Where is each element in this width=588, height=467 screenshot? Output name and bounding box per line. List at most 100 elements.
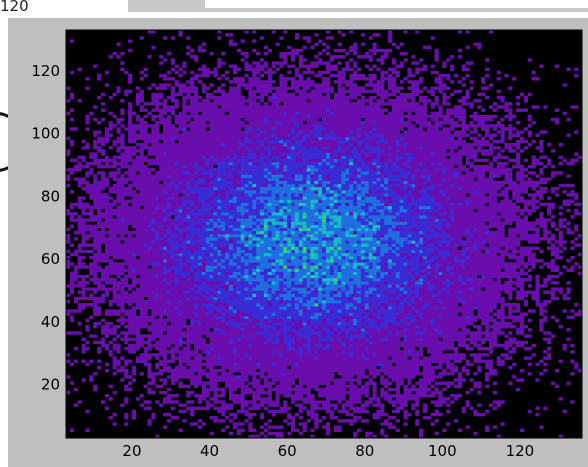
- histogram-cell: [512, 346, 517, 351]
- histogram-cell: [275, 262, 280, 266]
- histogram-cell: [263, 334, 269, 338]
- histogram-cell: [325, 400, 331, 404]
- histogram-cell: [170, 321, 175, 326]
- histogram-cell: [287, 309, 292, 313]
- histogram-cell: [434, 325, 439, 329]
- histogram-cell: [112, 309, 117, 313]
- histogram-cell: [291, 381, 296, 385]
- histogram-cell: [391, 284, 397, 288]
- histogram-cell: [508, 277, 513, 282]
- histogram-cell: [353, 384, 358, 389]
- histogram-cell: [318, 277, 323, 282]
- histogram-cell: [364, 259, 369, 263]
- histogram-cell: [170, 293, 175, 298]
- figure-window[interactable]: 20 40 60 80 100 120 20 40 60 80 100 120: [8, 18, 588, 467]
- histogram-cell: [197, 274, 203, 279]
- histogram-cell: [419, 428, 424, 433]
- histogram-cell: [457, 252, 463, 257]
- histogram-cell: [263, 325, 269, 329]
- histogram-cell: [360, 262, 366, 266]
- histogram-cell: [139, 394, 144, 398]
- histogram-cell: [151, 321, 156, 326]
- histogram-cell: [512, 350, 517, 354]
- histogram-cell: [453, 394, 459, 398]
- histogram-cell: [372, 331, 377, 335]
- histogram-cell: [322, 296, 327, 301]
- histogram-cell: [240, 274, 245, 279]
- histogram-cell: [240, 422, 245, 426]
- histogram-cell: [578, 368, 583, 373]
- histogram-cell: [232, 296, 238, 301]
- histogram-cell: [291, 378, 296, 382]
- histogram-cell: [426, 325, 431, 329]
- histogram-cell: [488, 343, 494, 348]
- histogram-cell: [438, 346, 443, 351]
- histogram-cell: [450, 372, 455, 376]
- histogram-cell: [512, 309, 517, 313]
- histogram-cell: [182, 252, 187, 257]
- histogram-cell: [283, 331, 288, 335]
- histogram-cell: [457, 271, 463, 276]
- histogram-cell: [294, 281, 300, 285]
- histogram-cell: [100, 328, 106, 332]
- histogram-cell: [450, 281, 455, 285]
- histogram-cell: [419, 277, 424, 282]
- histogram-cell: [240, 384, 245, 389]
- histogram-cell: [209, 271, 214, 276]
- histogram-cell: [256, 346, 261, 351]
- histogram-cell: [500, 262, 505, 266]
- histogram-cell: [217, 271, 222, 276]
- histogram-cell: [263, 343, 269, 348]
- histogram-cell: [186, 299, 191, 304]
- histogram-cell: [426, 315, 431, 320]
- histogram-cell: [329, 334, 334, 338]
- histogram-cell: [205, 284, 210, 288]
- histogram-cell: [155, 265, 160, 269]
- histogram-cell: [244, 419, 249, 423]
- histogram-cell: [395, 390, 400, 395]
- histogram-cell: [240, 318, 245, 323]
- histogram-cell: [287, 271, 292, 276]
- histogram-cell: [190, 296, 195, 301]
- histogram-cell: [519, 255, 525, 260]
- histogram-cell: [162, 321, 168, 326]
- histogram-cell: [267, 259, 272, 263]
- histogram-cell: [131, 290, 137, 294]
- histogram-cell: [442, 337, 447, 342]
- histogram-cell: [159, 343, 164, 348]
- histogram-cell: [318, 271, 323, 276]
- histogram-cell: [442, 331, 447, 335]
- histogram-cell: [151, 312, 156, 316]
- histogram-cell: [275, 384, 280, 389]
- histogram-cell: [89, 359, 94, 363]
- histogram-cell: [469, 268, 474, 272]
- histogram-cell: [194, 394, 199, 398]
- histogram-cell: [465, 277, 470, 282]
- histogram-cell: [209, 321, 214, 326]
- histogram-cell: [329, 274, 334, 279]
- histogram-cell: [481, 296, 486, 301]
- histogram-cell: [93, 290, 98, 294]
- histogram-cell: [232, 303, 238, 307]
- histogram-cell: [372, 252, 377, 257]
- histogram-cell: [415, 303, 420, 307]
- histogram-cell: [353, 368, 358, 373]
- histogram-cell: [345, 419, 350, 423]
- histogram-cell: [139, 343, 144, 348]
- histogram-cell: [190, 378, 195, 382]
- histogram-cell: [225, 365, 230, 370]
- histogram-cell: [306, 412, 311, 417]
- histogram-cell: [438, 287, 443, 291]
- histogram-cell: [473, 356, 478, 360]
- histogram-cell: [139, 284, 144, 288]
- histogram-cell: [217, 343, 222, 348]
- histogram-cell: [550, 287, 556, 291]
- histogram-cell: [228, 259, 234, 263]
- histogram-cell: [283, 315, 288, 320]
- histogram-cell: [166, 303, 172, 307]
- histogram-cell: [333, 365, 338, 370]
- histogram-cell: [372, 340, 377, 345]
- histogram-cell: [372, 321, 377, 326]
- histogram-cell: [248, 381, 253, 385]
